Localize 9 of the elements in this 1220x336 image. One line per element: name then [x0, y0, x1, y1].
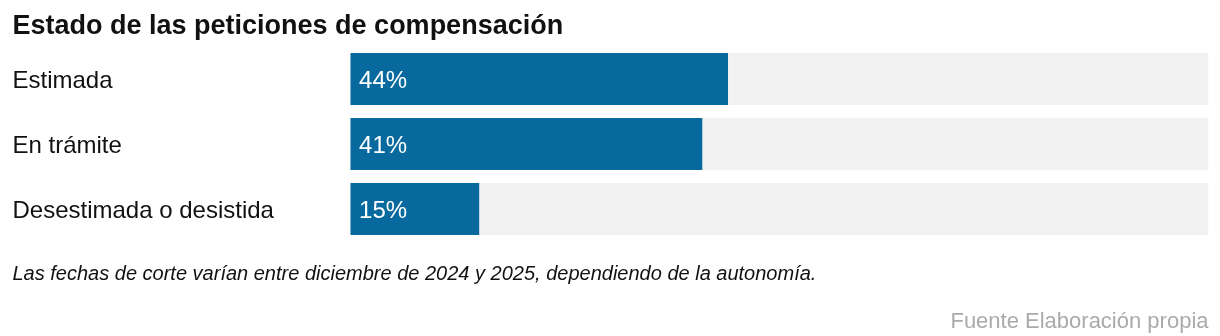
data-label: 41% — [359, 130, 408, 158]
chart-title: Estado de las peticiones de compensación — [12, 9, 564, 40]
data-label: 44% — [359, 65, 408, 93]
text: Las fechas de corte varían entre diciembre de 2024 y 2025, dependiendo de la autonomía. — [12, 261, 817, 284]
y-tick-label: Estimada — [12, 65, 114, 93]
y-tick-label: En trámite — [12, 130, 122, 158]
y-tick-label: Desestimada o desistida — [12, 195, 275, 223]
data-label: 15% — [359, 195, 408, 223]
source-note: Fuente Elaboración propia — [950, 307, 1210, 333]
